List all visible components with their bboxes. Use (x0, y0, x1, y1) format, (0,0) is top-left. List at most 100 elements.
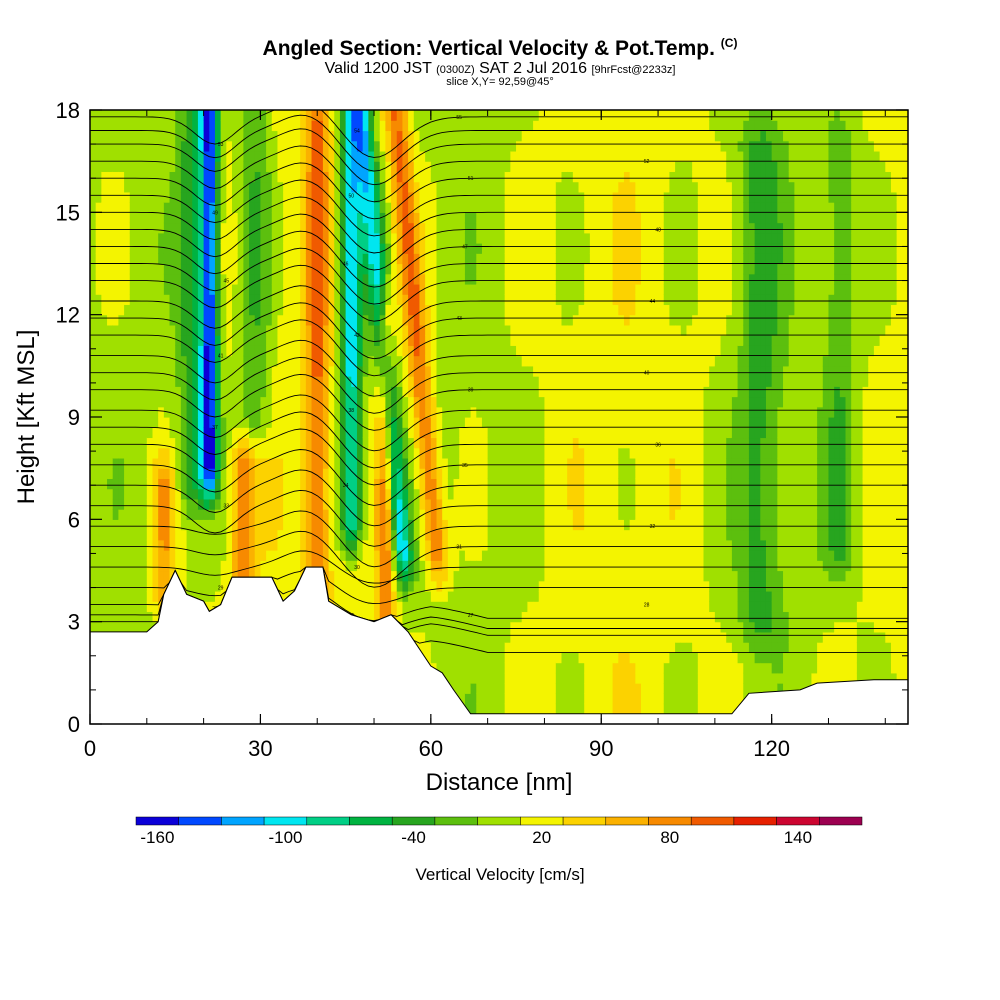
velocity-cell (527, 539, 534, 551)
velocity-cell (186, 550, 193, 561)
velocity-cell (374, 437, 381, 449)
velocity-cell (90, 120, 97, 132)
velocity-cell (317, 304, 324, 316)
velocity-cell (499, 672, 506, 684)
velocity-cell (402, 110, 409, 121)
velocity-cell (430, 161, 438, 172)
velocity-cell (402, 140, 409, 152)
velocity-cell (419, 580, 426, 592)
velocity-cell (288, 243, 296, 254)
velocity-cell (169, 427, 176, 439)
velocity-cell (243, 365, 250, 377)
velocity-cell (124, 253, 131, 265)
velocity-cell (436, 365, 443, 377)
velocity-cell (413, 601, 421, 613)
velocity-cell (356, 580, 364, 592)
velocity-cell (305, 273, 313, 285)
velocity-cell (163, 396, 171, 408)
velocity-cell (362, 253, 369, 265)
velocity-cell (339, 376, 347, 387)
velocity-cell (391, 376, 398, 387)
velocity-cell (101, 539, 108, 551)
velocity-cell (447, 631, 455, 643)
velocity-cell (442, 509, 449, 520)
velocity-cell (396, 498, 404, 510)
velocity-cell (180, 550, 188, 561)
velocity-cell (186, 580, 193, 592)
chart-title-text: Angled Section: Vertical Velocity & Pot.… (262, 37, 715, 60)
velocity-cell (464, 570, 472, 582)
velocity-cell (112, 478, 119, 490)
velocity-cell (481, 683, 489, 694)
velocity-cell (266, 335, 273, 346)
velocity-cell (152, 417, 159, 428)
velocity-cell (124, 396, 131, 408)
velocity-cell (516, 191, 523, 203)
velocity-cell (124, 498, 131, 510)
velocity-cell (356, 488, 364, 500)
velocity-cell (214, 560, 222, 572)
velocity-cell (356, 324, 364, 336)
velocity-cell (243, 427, 250, 439)
velocity-cell (481, 498, 489, 510)
velocity-cell (300, 539, 307, 551)
velocity-cell (95, 560, 102, 572)
velocity-cell (158, 212, 165, 224)
velocity-cell (294, 376, 301, 387)
velocity-cell (470, 570, 477, 582)
velocity-cell (362, 314, 369, 326)
velocity-cell (459, 570, 466, 582)
velocity-cell (487, 580, 494, 592)
velocity-cell (305, 130, 313, 142)
velocity-cell (129, 191, 137, 203)
velocity-cell (300, 232, 307, 244)
velocity-cell (521, 376, 528, 387)
velocity-cell (476, 222, 483, 234)
velocity-cell (368, 478, 375, 490)
velocity-cell (305, 550, 313, 561)
velocity-cell (555, 181, 563, 193)
velocity-cell (175, 191, 182, 203)
velocity-cell (459, 283, 466, 295)
velocity-cell (158, 273, 165, 285)
velocity-cell (470, 191, 477, 203)
velocity-cell (516, 110, 523, 121)
velocity-cell (169, 171, 176, 183)
velocity-cell (356, 539, 364, 551)
velocity-cell (476, 396, 483, 408)
velocity-cell (487, 539, 494, 551)
velocity-cell (260, 110, 267, 121)
velocity-cell (339, 263, 347, 275)
velocity-cell (538, 253, 546, 265)
velocity-cell (459, 355, 466, 367)
velocity-cell (453, 478, 460, 490)
velocity-cell (124, 427, 131, 439)
velocity-cell (413, 498, 421, 510)
velocity-cell (152, 519, 159, 531)
velocity-cell (305, 304, 313, 316)
velocity-cell (430, 232, 438, 244)
velocity-cell (294, 447, 301, 459)
velocity-cell (544, 631, 551, 643)
velocity-cell (436, 243, 443, 254)
velocity-cell (243, 253, 250, 265)
velocity-cell (118, 324, 125, 336)
velocity-cell (550, 191, 557, 203)
velocity-cell (459, 304, 466, 316)
velocity-cell (379, 376, 386, 387)
velocity-cell (430, 222, 438, 234)
velocity-cell (124, 365, 131, 377)
velocity-cell (408, 355, 415, 367)
velocity-cell (368, 406, 375, 418)
velocity-cell (544, 406, 551, 418)
velocity-cell (476, 314, 483, 326)
velocity-cell (345, 580, 352, 592)
velocity-cell (362, 427, 369, 439)
velocity-cell (362, 130, 369, 142)
velocity-cell (220, 171, 227, 183)
velocity-cell (141, 232, 148, 244)
velocity-cell (220, 365, 227, 377)
velocity-cell (322, 386, 330, 398)
velocity-cell (305, 457, 313, 469)
velocity-cell (544, 447, 551, 459)
